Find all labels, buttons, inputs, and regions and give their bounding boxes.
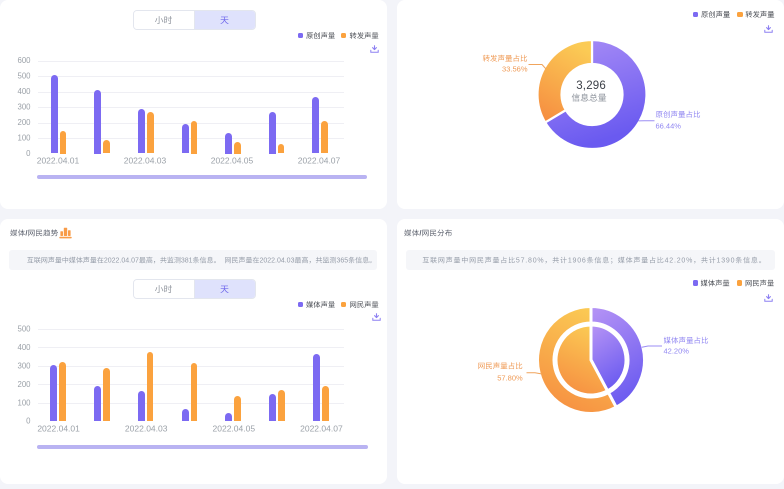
svg-text:0: 0	[26, 417, 31, 426]
svg-text:2022.04.01: 2022.04.01	[37, 423, 80, 433]
svg-text:381: 381	[181, 258, 193, 265]
svg-text:300: 300	[17, 103, 31, 112]
svg-text:2022.04.07: 2022.04.07	[298, 156, 341, 166]
svg-text:365: 365	[336, 258, 348, 265]
svg-text:3,296: 3,296	[576, 80, 606, 92]
svg-text:300: 300	[17, 361, 31, 370]
svg-text:2022.04.05: 2022.04.05	[211, 156, 254, 166]
svg-text:100: 100	[17, 398, 31, 407]
svg-text:100: 100	[17, 134, 31, 143]
svg-text:2022.04.03: 2022.04.03	[259, 258, 294, 265]
svg-text:400: 400	[17, 343, 31, 352]
svg-text:1906: 1906	[568, 258, 587, 265]
svg-text:/: /	[25, 229, 28, 238]
svg-text:1390: 1390	[717, 258, 736, 265]
svg-text:2022.04.07: 2022.04.07	[104, 258, 139, 265]
svg-text:42.20%: 42.20%	[664, 346, 690, 355]
svg-text:66.44%: 66.44%	[656, 121, 682, 130]
svg-text:200: 200	[17, 380, 31, 389]
svg-text:500: 500	[17, 325, 31, 334]
svg-text:400: 400	[17, 87, 31, 96]
svg-text:500: 500	[17, 72, 31, 81]
svg-text:2022.04.01: 2022.04.01	[37, 156, 80, 166]
svg-text:57.80%: 57.80%	[497, 373, 523, 382]
svg-text:2022.04.03: 2022.04.03	[124, 156, 167, 166]
svg-text:2022.04.07: 2022.04.07	[300, 423, 343, 433]
svg-text:/: /	[419, 229, 422, 238]
svg-text:2022.04.05: 2022.04.05	[213, 423, 256, 433]
svg-text:600: 600	[17, 56, 31, 65]
svg-text:0: 0	[26, 149, 31, 158]
svg-text:42.20%: 42.20%	[665, 258, 694, 265]
svg-text:57.80%: 57.80%	[516, 258, 545, 265]
svg-text:33.56%: 33.56%	[502, 64, 528, 73]
svg-text:200: 200	[17, 118, 31, 127]
svg-text:2022.04.03: 2022.04.03	[125, 423, 168, 433]
